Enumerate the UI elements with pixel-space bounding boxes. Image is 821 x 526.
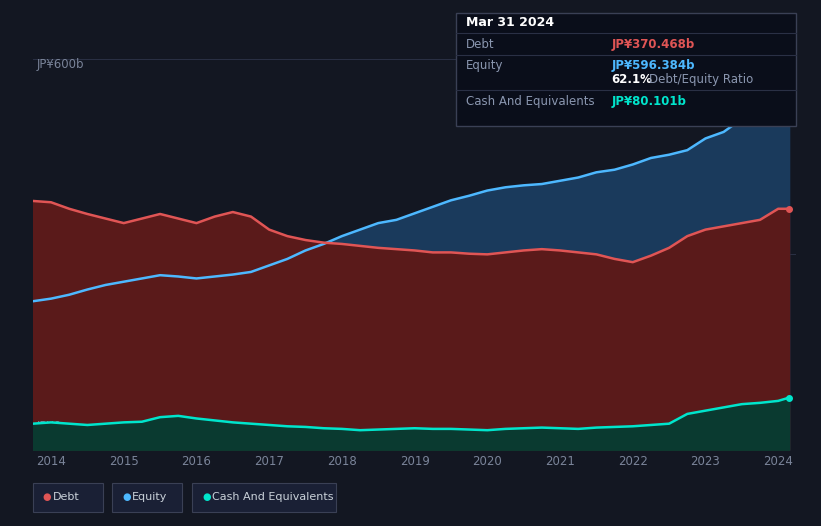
Text: Mar 31 2024: Mar 31 2024 <box>466 16 553 29</box>
Text: Equity: Equity <box>132 492 167 502</box>
Text: Debt/Equity Ratio: Debt/Equity Ratio <box>649 74 753 86</box>
Text: ●: ● <box>202 492 210 502</box>
Text: Debt: Debt <box>466 38 494 51</box>
Text: Cash And Equivalents: Cash And Equivalents <box>212 492 333 502</box>
Text: Debt: Debt <box>53 492 80 502</box>
Text: JP¥600b: JP¥600b <box>37 58 85 71</box>
Text: 62.1%: 62.1% <box>612 74 653 86</box>
Text: JP¥0: JP¥0 <box>37 420 62 433</box>
Text: ●: ● <box>122 492 131 502</box>
Text: Cash And Equivalents: Cash And Equivalents <box>466 95 594 108</box>
Text: JP¥596.384b: JP¥596.384b <box>612 59 695 72</box>
Text: ●: ● <box>43 492 51 502</box>
Text: JP¥80.101b: JP¥80.101b <box>612 95 686 108</box>
Text: Equity: Equity <box>466 59 503 72</box>
Text: JP¥370.468b: JP¥370.468b <box>612 38 695 51</box>
